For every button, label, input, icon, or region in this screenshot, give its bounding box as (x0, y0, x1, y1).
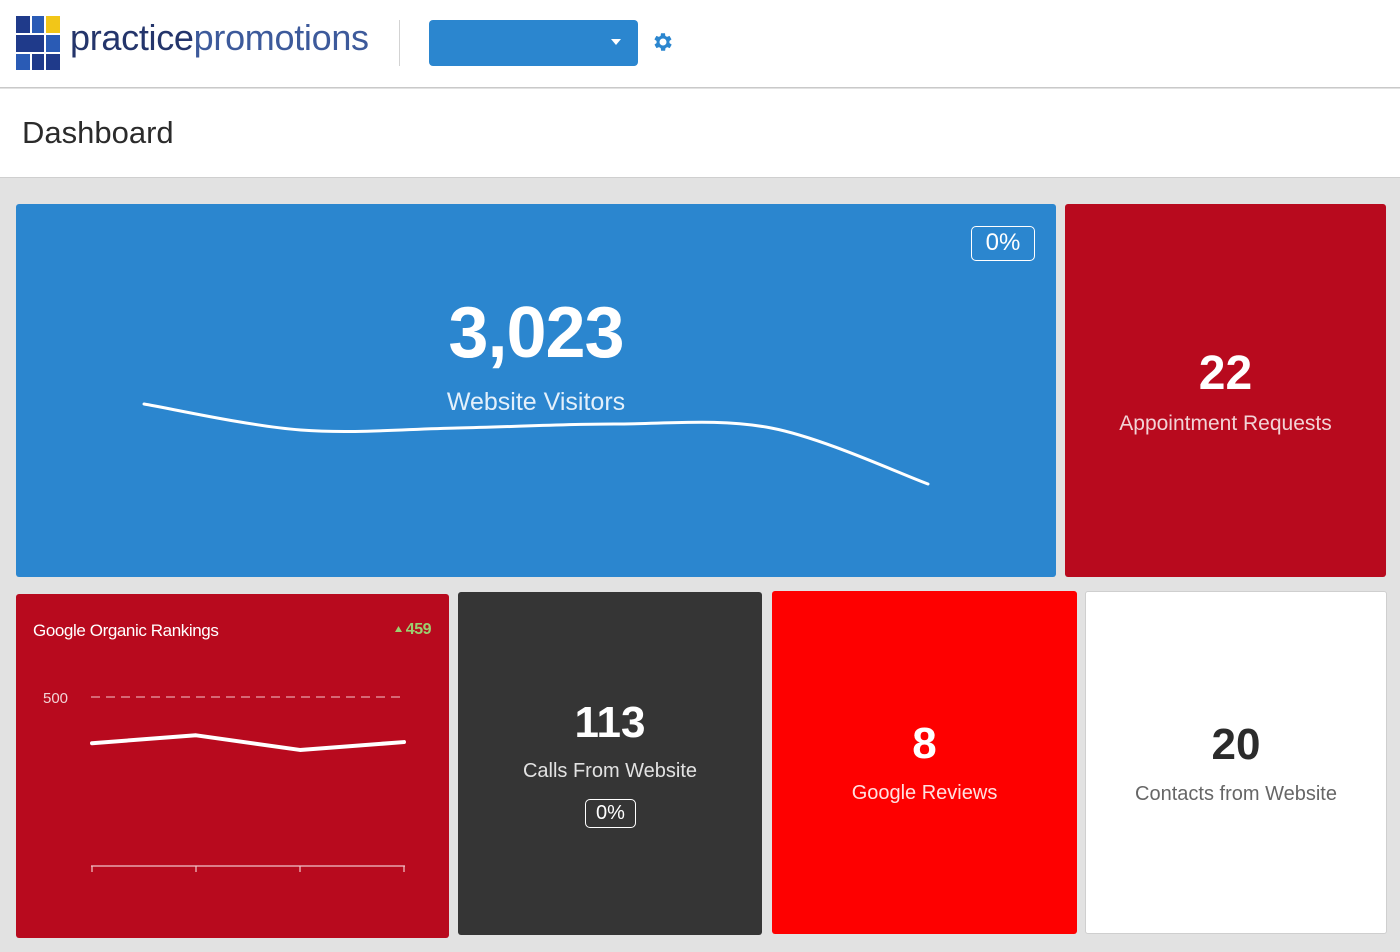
rankings-title: Google Organic Rankings (33, 621, 219, 640)
appointment-count: 22 (1198, 347, 1253, 400)
appointment-label: Appointment Requests (1119, 412, 1332, 435)
location-select[interactable] (429, 20, 638, 66)
logo-block-4 (16, 35, 44, 52)
visitors-sparkline (142, 402, 930, 486)
contacts-from-website-tile[interactable]: 20 Contacts from Website (1085, 591, 1387, 934)
reviews-label: Google Reviews (851, 782, 998, 804)
practice-promotions-logo-icon[interactable] (16, 16, 62, 70)
top-bar: practicepromotions (0, 0, 1400, 88)
logo-block-2 (32, 16, 44, 33)
logo-block-7 (32, 54, 44, 70)
logo-block-1 (16, 16, 30, 33)
google-rankings-tile[interactable]: Google Organic Rankings 459 500 (16, 594, 449, 938)
visitors-sparkline-chart (142, 402, 930, 486)
visitors-label: Website Visitors (446, 388, 626, 416)
logo-wordmark[interactable]: practicepromotions (70, 18, 369, 58)
calls-change-badge: 0% (585, 799, 636, 828)
caret-down-icon (611, 39, 621, 45)
rankings-change-value: 459 (405, 621, 432, 638)
contacts-count: 20 (1211, 720, 1261, 769)
page-title: Dashboard (22, 115, 174, 150)
calls-count: 113 (574, 698, 646, 747)
page-header: Dashboard (0, 89, 1400, 178)
visitors-change-badge: 0% (971, 226, 1035, 261)
calls-from-website-tile[interactable]: 113 Calls From Website 0% (458, 592, 762, 935)
appointment-requests-tile[interactable]: 22 Appointment Requests (1065, 204, 1386, 577)
reference-line-label: 500 (43, 690, 68, 707)
logo-block-8 (46, 54, 60, 70)
header-divider (399, 20, 400, 66)
x-axis-ticks (91, 866, 405, 872)
visitors-count: 3,023 (448, 293, 624, 373)
triangle-up-icon (394, 626, 402, 632)
logo-word-promotions: promotions (193, 17, 369, 58)
reviews-count: 8 (912, 719, 937, 768)
logo-block-6 (16, 54, 30, 70)
rankings-change: 459 (394, 621, 432, 639)
gear-icon[interactable] (651, 30, 675, 54)
logo-block-5 (46, 35, 60, 52)
logo-word-practice: practice (70, 17, 194, 58)
website-visitors-tile[interactable]: 0% 3,023 Website Visitors (16, 204, 1056, 577)
logo-block-3 (46, 16, 60, 33)
rankings-line-chart: 500 (43, 690, 406, 872)
google-reviews-tile[interactable]: 8 Google Reviews (772, 591, 1077, 934)
rankings-series-line (90, 733, 406, 752)
calls-label: Calls From Website (522, 760, 698, 782)
contacts-label: Contacts from Website (1135, 783, 1337, 805)
